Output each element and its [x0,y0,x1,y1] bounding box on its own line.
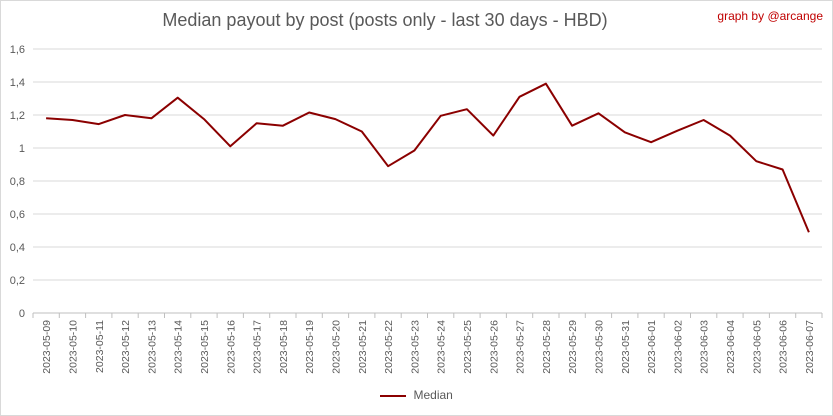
legend-swatch [380,394,407,397]
chart-credit: graph by @arcange [717,9,823,23]
x-tick-label: 2023-06-05 [751,320,763,374]
series-line-median [46,82,810,233]
x-tick-label: 2023-05-10 [67,320,79,374]
x-tick-label: 2023-05-22 [383,320,395,374]
x-tick-label: 2023-05-09 [41,320,53,374]
y-tick-label: 0,4 [10,242,25,254]
x-tick-label: 2023-05-28 [541,320,553,374]
y-tick-label: 1 [19,143,25,155]
y-tick-label: 1,2 [10,110,25,122]
x-tick-label: 2023-05-15 [199,320,211,374]
x-tick-label: 2023-06-03 [699,320,711,374]
y-tick-label: 0,6 [10,209,25,221]
x-tick-label: 2023-05-11 [94,320,106,373]
x-tick-label: 2023-05-25 [462,320,474,374]
x-tick-label: 2023-05-19 [304,320,316,374]
y-tick-label: 0 [19,308,25,320]
legend-label: Median [413,388,453,402]
x-tick-label: 2023-05-27 [515,320,527,374]
x-tick-label: 2023-05-30 [593,320,605,374]
x-tick-label: 2023-05-23 [409,320,421,374]
x-tick-label: 2023-05-17 [252,320,264,374]
x-tick-label: 2023-05-26 [488,320,500,374]
x-tick-label: 2023-06-06 [778,320,790,374]
chart-title: Median payout by post (posts only - last… [162,10,608,30]
y-tick-label: 0,2 [10,275,25,287]
x-tick-label: 2023-06-01 [646,320,658,374]
x-tick-label: 2023-05-13 [146,320,158,374]
y-tick-label: 1,4 [10,77,25,89]
legend: Median [0,388,833,402]
x-tick-label: 2023-05-31 [620,320,632,374]
x-tick-label: 2023-05-24 [436,320,448,374]
y-tick-label: 1,6 [10,44,25,56]
x-tick-label: 2023-06-04 [725,320,737,374]
x-tick-label: 2023-05-14 [173,320,185,374]
x-tick-label: 2023-05-29 [567,320,579,374]
x-tick-label: 2023-05-21 [357,320,369,374]
x-tick-label: 2023-05-18 [278,320,290,374]
x-tick-label: 2023-05-20 [330,320,342,374]
x-tick-label: 2023-06-02 [672,320,684,374]
x-tick-label: 2023-06-07 [804,320,816,374]
x-tick-label: 2023-05-16 [225,320,237,374]
y-tick-label: 0,8 [10,176,25,188]
x-tick-label: 2023-05-12 [120,320,132,374]
